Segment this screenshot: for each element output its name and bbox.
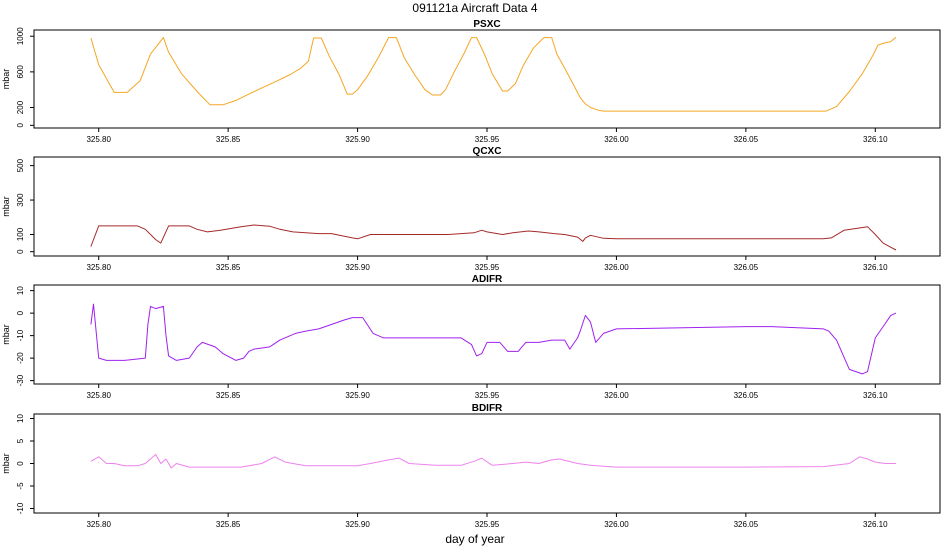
y-tick-label: 10: [16, 414, 25, 423]
y-tick-label: 0: [16, 461, 25, 466]
y-tick-label: 300: [16, 193, 25, 207]
x-tick-label: 326.10: [863, 135, 888, 144]
y-tick-label: -10: [16, 329, 25, 341]
x-tick-label: 325.85: [216, 263, 241, 272]
y-axis-label: mbar: [1, 69, 11, 90]
x-axis-label: day of year: [445, 532, 504, 546]
y-axis-label: mbar: [1, 196, 11, 217]
y-tick-label: 0: [16, 310, 25, 315]
panel-frame: [33, 284, 941, 385]
x-tick-label: 326.05: [734, 263, 759, 272]
x-tick-label: 326.00: [604, 263, 629, 272]
panel-adifr: ADIFR mbar -30 -20 -10 0 10 325.80 325.85 325.90 3…: [1, 274, 941, 400]
x-tick-label: 325.95: [475, 391, 500, 400]
x-tick-label: 325.90: [345, 391, 370, 400]
series-line-psxc: [90, 36, 897, 112]
x-tick-label: 325.85: [216, 391, 241, 400]
panel-frame: [33, 413, 941, 514]
x-tick-label: 325.90: [345, 520, 370, 529]
panel-qcxc: QCXC mbar 0 100 300 500 325.80 325.85 325.90 325.…: [1, 146, 941, 272]
x-tick-label: 325.80: [86, 520, 111, 529]
y-tick-label: 500: [16, 158, 25, 172]
y-tick-label: 100: [16, 227, 25, 241]
x-tick-label: 325.90: [345, 263, 370, 272]
y-tick-label: 10: [16, 286, 25, 295]
panel-title: QCXC: [473, 146, 502, 157]
y-tick-label: 600: [16, 65, 25, 79]
x-tick-label: 325.90: [345, 135, 370, 144]
x-tick-label: 326.05: [734, 391, 759, 400]
x-tick-label: 325.95: [475, 520, 500, 529]
x-tick-label: 325.85: [216, 135, 241, 144]
panel-psxc: PSXC mbar 0 200 600 1000 325.80 325.85 325.90 325…: [1, 19, 941, 144]
y-tick-label: 200: [16, 100, 25, 114]
y-tick-label: -10: [16, 502, 25, 514]
y-tick-label: -20: [16, 352, 25, 364]
series-line-adifr: [90, 303, 897, 375]
series-line-bdifr: [90, 454, 896, 469]
x-tick-label: 325.80: [86, 135, 111, 144]
y-tick-label: 5: [16, 438, 25, 443]
panel-title: ADIFR: [472, 274, 503, 285]
x-tick-label: 326.00: [604, 520, 629, 529]
y-tick-label: 0: [16, 123, 25, 128]
y-tick-label: -30: [16, 374, 25, 386]
panel-bdifr: BDIFR mbar -10 -5 0 5 10 325.80 325.85 325.90 325.…: [1, 403, 941, 529]
x-tick-label: 326.05: [734, 135, 759, 144]
y-tick-label: 0: [16, 249, 25, 254]
x-tick-label: 326.10: [863, 391, 888, 400]
series-line-qcxc: [90, 224, 897, 251]
y-tick-label: -5: [16, 482, 25, 490]
panel-frame: [33, 156, 941, 257]
x-tick-label: 325.85: [216, 520, 241, 529]
y-axis-label: mbar: [1, 324, 11, 345]
panel-title: PSXC: [473, 19, 500, 30]
panel-title: BDIFR: [472, 403, 503, 414]
y-tick-label: 1000: [16, 27, 25, 45]
y-axis-label: mbar: [1, 453, 11, 474]
panel-frame: [33, 29, 941, 129]
x-tick-label: 326.00: [604, 391, 629, 400]
x-tick-label: 325.95: [475, 263, 500, 272]
x-tick-label: 325.80: [86, 391, 111, 400]
x-tick-label: 325.80: [86, 263, 111, 272]
x-tick-label: 326.05: [734, 520, 759, 529]
x-tick-label: 326.10: [863, 263, 888, 272]
x-tick-label: 326.00: [604, 135, 629, 144]
figure-title: 091121a Aircraft Data 4: [412, 1, 538, 15]
x-tick-label: 326.10: [863, 520, 888, 529]
x-tick-label: 325.95: [475, 135, 500, 144]
